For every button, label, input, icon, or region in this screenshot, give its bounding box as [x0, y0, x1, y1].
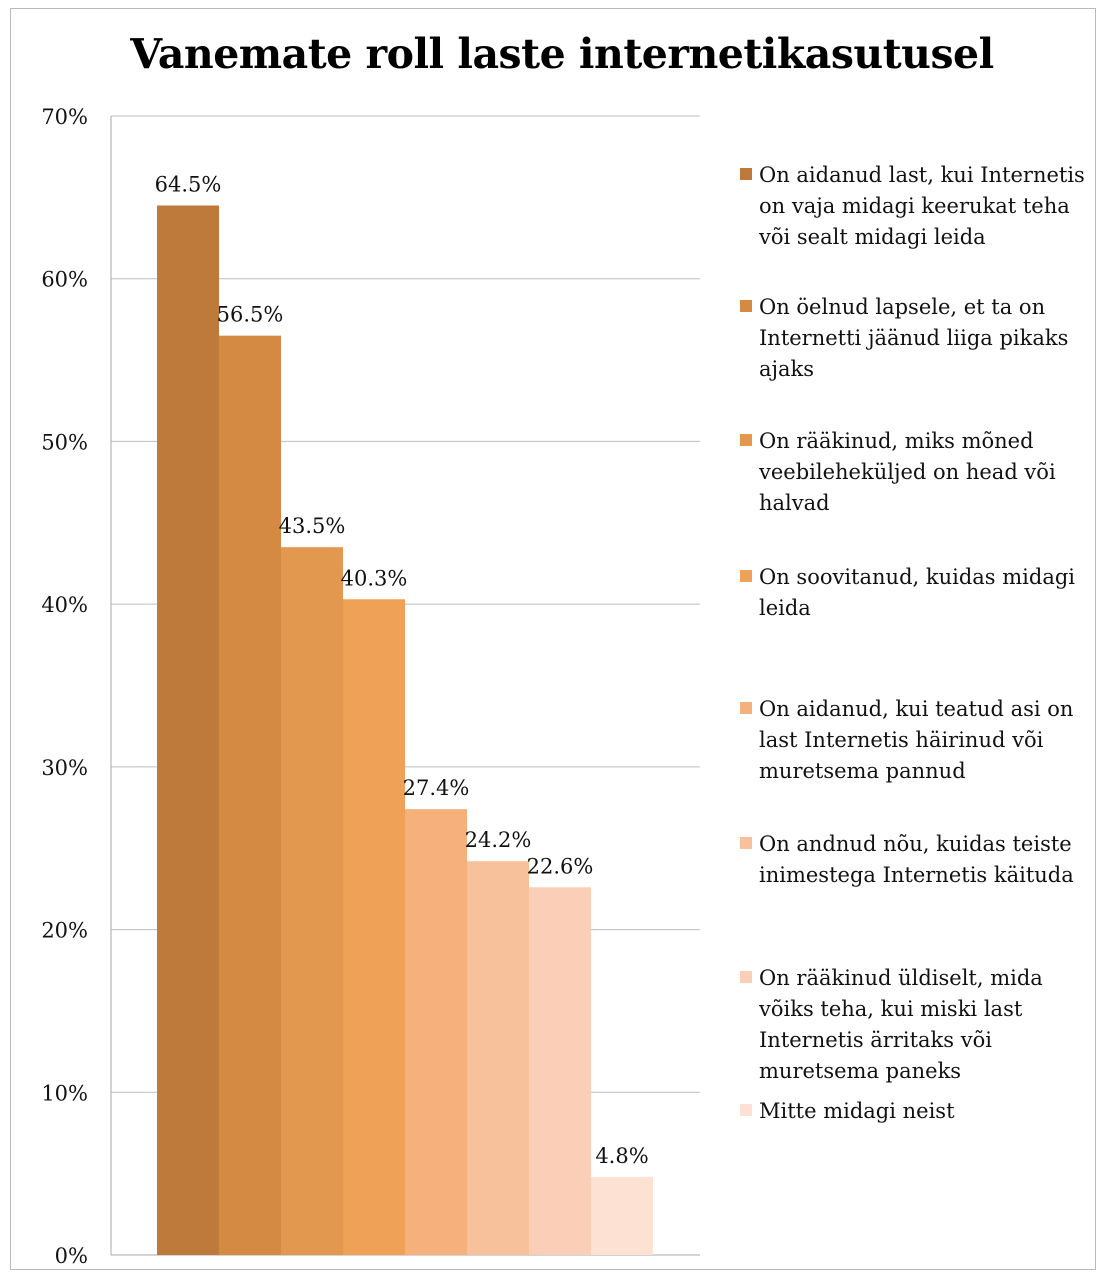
y-tick-label: 0%	[55, 1244, 88, 1268]
y-tick-label: 50%	[41, 430, 88, 454]
data-label: 43.5%	[279, 514, 346, 538]
bar	[529, 887, 591, 1255]
data-label: 22.6%	[527, 854, 594, 878]
legend-item: Mitte midagi neist	[740, 1096, 1100, 1127]
bar	[591, 1176, 653, 1255]
y-tick-label: 60%	[41, 268, 88, 292]
legend-swatch	[740, 570, 752, 582]
bar	[157, 205, 219, 1255]
data-label: 64.5%	[155, 172, 222, 196]
legend-label: On rääkinud üldiselt, mida võiks teha, k…	[759, 966, 1043, 1083]
legend-swatch	[740, 971, 752, 983]
legend-item: On öelnud lapsele, et ta on Internetti j…	[740, 292, 1100, 385]
legend-label: Mitte midagi neist	[759, 1099, 955, 1123]
legend-item: On soovitanud, kuidas midagi leida	[740, 562, 1100, 624]
y-tick-label: 70%	[41, 105, 88, 129]
data-label: 24.2%	[465, 828, 532, 852]
legend-label: On soovitanud, kuidas midagi leida	[759, 565, 1075, 620]
legend-swatch	[740, 1104, 752, 1116]
legend-item: On aidanud last, kui Internetis on vaja …	[740, 160, 1100, 253]
legend-label: On rääkinud, miks mõned veebileheküljed …	[759, 429, 1056, 515]
data-label: 56.5%	[217, 303, 284, 327]
data-label: 27.4%	[403, 776, 470, 800]
legend-label: On andnud nõu, kuidas teiste inimestega …	[759, 832, 1074, 887]
legend-swatch	[740, 434, 752, 446]
legend-label: On aidanud, kui teatud asi on last Inter…	[759, 697, 1074, 783]
chart-title: Vanemate roll laste internetikasutusel	[130, 30, 994, 78]
y-tick-label: 30%	[41, 756, 88, 780]
legend-item: On aidanud, kui teatud asi on last Inter…	[740, 694, 1100, 787]
data-label: 4.8%	[595, 1144, 648, 1168]
bar	[281, 547, 343, 1255]
legend-item: On rääkinud, miks mõned veebileheküljed …	[740, 426, 1100, 519]
legend-label: On aidanud last, kui Internetis on vaja …	[759, 163, 1085, 249]
y-tick-label: 20%	[41, 919, 88, 943]
legend-label: On öelnud lapsele, et ta on Internetti j…	[759, 295, 1069, 381]
y-tick-label: 10%	[41, 1081, 88, 1105]
bar	[467, 861, 529, 1255]
bar	[405, 809, 467, 1255]
bar	[219, 335, 281, 1255]
legend-item: On andnud nõu, kuidas teiste inimestega …	[740, 829, 1100, 891]
legend-swatch	[740, 300, 752, 312]
legend-swatch	[740, 702, 752, 714]
legend-swatch	[740, 168, 752, 180]
data-label: 40.3%	[341, 566, 408, 590]
bar	[343, 599, 405, 1255]
legend-swatch	[740, 837, 752, 849]
y-tick-label: 40%	[41, 593, 88, 617]
legend-item: On rääkinud üldiselt, mida võiks teha, k…	[740, 963, 1100, 1087]
